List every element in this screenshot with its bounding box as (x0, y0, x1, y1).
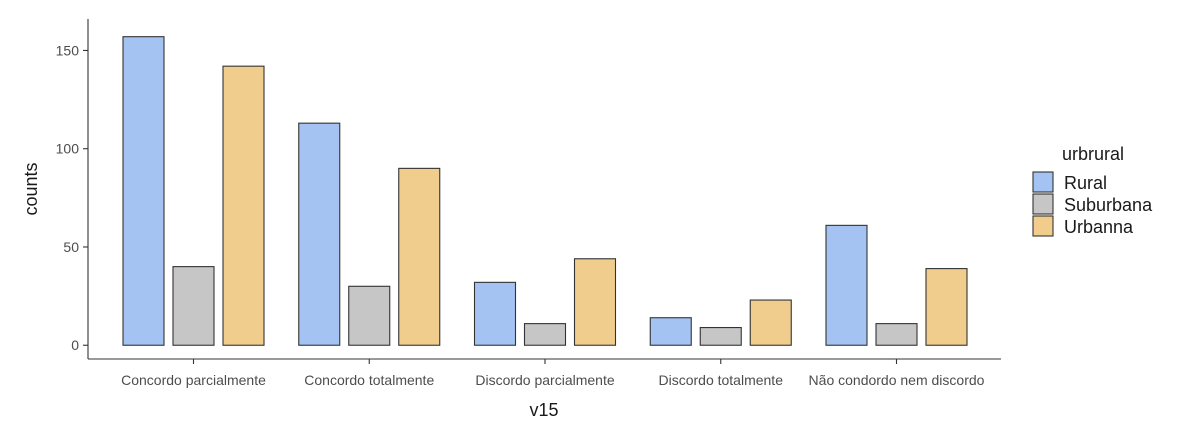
bar-suburbana-nao-condordo-nem-discordo (875, 323, 918, 346)
bar-suburbana-concordo-totalmente (348, 285, 391, 346)
legend-label-rural: Rural (1064, 173, 1107, 193)
bar-urbanna-discordo-parcialmente (573, 258, 617, 346)
bar-rural-concordo-totalmente (298, 122, 341, 346)
x-tick-label-nao-condordo-nem-discordo: Não condordo nem discordo (809, 372, 985, 388)
y-tick-label: 100 (56, 141, 80, 157)
x-tick-label-discordo-parcialmente: Discordo parcialmente (475, 372, 614, 388)
x-axis-ticks: Concordo parcialmente Concordo totalmente… (121, 359, 985, 388)
y-axis-title: counts (21, 162, 41, 215)
bar-suburbana-discordo-totalmente (699, 327, 742, 346)
bar-rural-concordo-parcialmente (122, 36, 165, 346)
bar-urbanna-concordo-parcialmente (222, 65, 265, 346)
bar-urbanna-concordo-totalmente (398, 167, 441, 346)
bar-rural-nao-condordo-nem-discordo (825, 224, 868, 346)
bar-rural-discordo-parcialmente (473, 281, 517, 346)
legend-title: urbrural (1062, 144, 1124, 164)
bar-urbanna-nao-condordo-nem-discordo (925, 268, 968, 346)
legend-key-rural (1032, 171, 1054, 193)
bar-rural-discordo-totalmente (649, 317, 692, 346)
legend-label-suburbana: Suburbana (1064, 195, 1153, 215)
legend-label-urbanna: Urbanna (1064, 217, 1134, 237)
x-tick-label-concordo-totalmente: Concordo totalmente (304, 372, 434, 388)
bar-suburbana-concordo-parcialmente (172, 266, 215, 346)
x-tick-label-discordo-totalmente: Discordo totalmente (658, 372, 783, 388)
y-axis-ticks: 0 50 100 150 (56, 42, 88, 353)
y-tick-label: 150 (56, 42, 80, 58)
y-tick-label: 0 (71, 337, 79, 353)
x-axis-title: v15 (529, 400, 558, 420)
bar-suburbana-discordo-parcialmente (523, 323, 567, 346)
y-tick-label: 50 (63, 239, 79, 255)
x-tick-label-concordo-parcialmente: Concordo parcialmente (121, 372, 266, 388)
bars-group (122, 36, 968, 346)
legend-key-urbanna (1032, 215, 1054, 237)
legend-key-suburbana (1032, 193, 1054, 215)
bar-urbanna-discordo-totalmente (749, 299, 792, 346)
